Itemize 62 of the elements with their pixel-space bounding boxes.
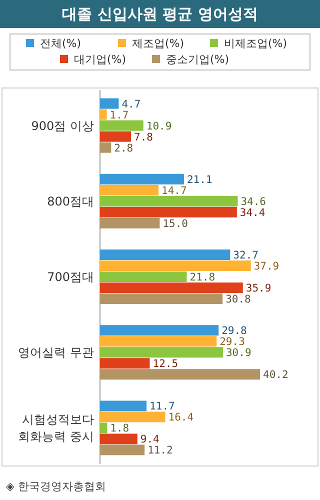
bar <box>100 369 260 380</box>
data-label: 29.3 <box>220 336 245 348</box>
data-label: 1.8 <box>110 422 130 435</box>
y-tick-label: 900점 이상 <box>31 118 94 133</box>
data-label: 21.1 <box>186 174 212 186</box>
data-label: 34.4 <box>240 206 266 219</box>
y-tick-label: 영어실력 무관 <box>18 346 94 360</box>
data-label: 21.8 <box>190 272 216 284</box>
data-label: 40.2 <box>263 369 288 382</box>
bar <box>100 196 238 206</box>
data-label: 16.4 <box>168 412 194 424</box>
legend-label: 전체(%) <box>40 37 82 50</box>
y-tick-label: 시험성적보다 회화능력 중시 <box>18 412 94 444</box>
data-label: 2.8 <box>114 142 134 154</box>
data-label: 11.2 <box>148 444 173 457</box>
bar <box>100 325 219 336</box>
bar <box>100 206 237 218</box>
bar <box>100 218 160 228</box>
text: ◈ 한국경영자총협회 <box>6 480 106 493</box>
data-label: 4.7 <box>122 98 141 110</box>
data-label: 1.7 <box>110 109 129 122</box>
bar <box>100 347 223 358</box>
data-label: 9.4 <box>140 434 160 446</box>
bar <box>100 336 217 347</box>
bar <box>100 294 223 304</box>
data-label: 35.9 <box>246 282 272 294</box>
bar <box>100 109 107 120</box>
data-label: 30.8 <box>226 294 251 306</box>
legend-label: 중소기업(%) <box>166 53 230 66</box>
bar <box>100 98 119 109</box>
bar <box>100 131 132 142</box>
data-label: 34.6 <box>240 196 266 208</box>
legend-label: 대기업(%) <box>74 53 126 66</box>
bar <box>100 358 150 369</box>
data-label: 7.8 <box>134 131 154 144</box>
bar <box>100 272 187 282</box>
bar <box>100 260 251 271</box>
legend-label: 비제조업(%) <box>224 37 288 50</box>
bar <box>100 412 166 422</box>
y-tick-label: 700점대 <box>47 270 94 284</box>
bar <box>100 142 112 153</box>
bar <box>100 282 243 293</box>
bar <box>100 120 144 131</box>
data-label: 12.5 <box>152 358 178 370</box>
bar <box>100 184 159 196</box>
data-label: 30.9 <box>226 347 252 360</box>
data-label: 10.9 <box>146 120 172 132</box>
bar <box>100 400 147 412</box>
data-label: 15.0 <box>162 218 188 230</box>
data-label: 32.7 <box>233 250 258 262</box>
data-label: 37.9 <box>254 260 280 272</box>
data-label: 14.7 <box>162 184 187 197</box>
legend-label: 제조업(%) <box>132 37 184 50</box>
bar <box>100 174 184 184</box>
data-label: 29.8 <box>222 325 247 338</box>
bar <box>100 422 108 434</box>
chart-title: 대졸 신입사원 평균 영어성적 <box>62 5 258 23</box>
bar <box>100 444 145 456</box>
bar <box>100 250 230 260</box>
y-tick-label: 800점대 <box>47 194 94 208</box>
data-label: 11.7 <box>150 400 175 413</box>
bar <box>100 434 138 444</box>
